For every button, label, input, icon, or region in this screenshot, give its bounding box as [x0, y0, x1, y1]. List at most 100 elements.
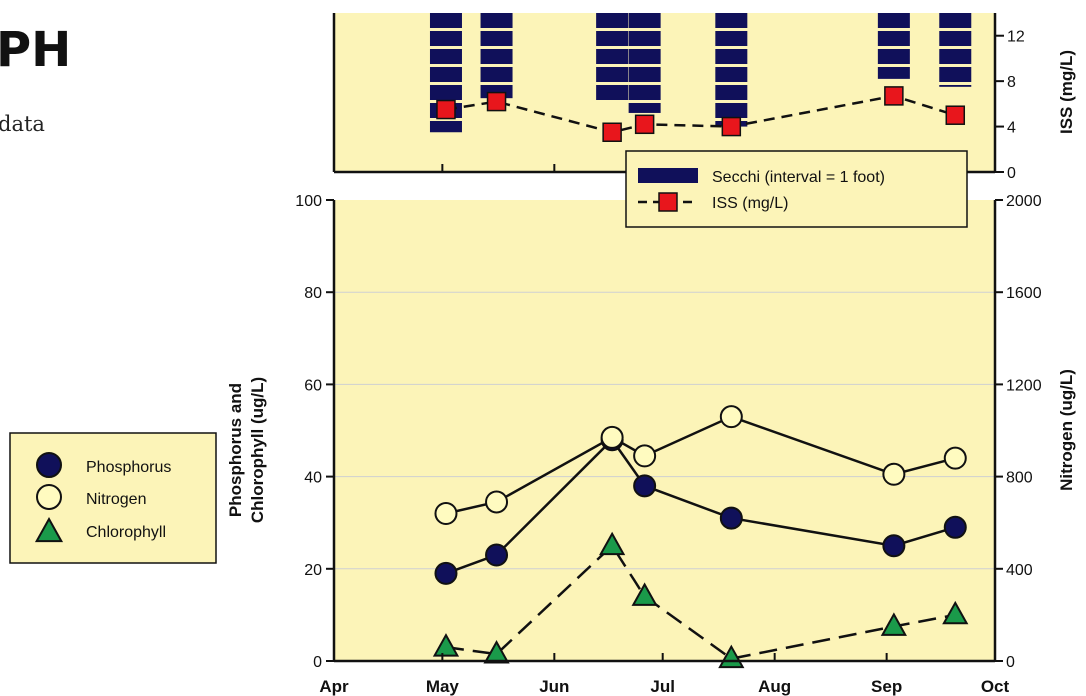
- nitrogen-point: [600, 425, 624, 449]
- right-tick-label: 2000: [1006, 193, 1042, 210]
- secchi-bar-segment: [628, 67, 661, 82]
- secchi-bar-segment: [877, 13, 910, 28]
- legend-phosphorus-label: Phosphorus: [86, 459, 171, 476]
- x-tick-label: Sep: [871, 677, 902, 696]
- nutrient-series-markers: [432, 405, 969, 669]
- left-tick-label: 80: [304, 285, 322, 302]
- x-tick-label: Jun: [539, 677, 569, 696]
- x-tick-label: May: [426, 677, 460, 696]
- chlorophyll-point: [483, 640, 510, 664]
- right-tick-label: 400: [1006, 562, 1033, 579]
- page-title: PH: [0, 22, 72, 78]
- x-tick-label: Apr: [319, 677, 349, 696]
- secchi-bar-segment: [596, 13, 629, 28]
- left-tick-label: 40: [304, 470, 322, 487]
- left-tick-label: 0: [313, 654, 322, 671]
- top-panel-legend: Secchi (interval = 1 foot) ISS (mg/L): [625, 150, 968, 228]
- legend-secchi-swatch: [638, 168, 698, 183]
- legend-nitrogen-marker: [36, 484, 62, 510]
- phosphorus-point: [434, 561, 458, 585]
- secchi-bar-segment: [628, 49, 661, 64]
- iss-point: [634, 114, 655, 135]
- secchi-bar-segment: [480, 31, 513, 46]
- secchi-bar-segment: [939, 13, 972, 28]
- secchi-bar-segment: [877, 49, 910, 64]
- x-tick-label: Oct: [981, 677, 1010, 696]
- nitrogen-point: [943, 446, 967, 470]
- secchi-bar-segment: [429, 49, 462, 64]
- phosphorus-point: [633, 474, 657, 498]
- bottom-plot-area: [334, 200, 995, 661]
- phosphorus-point: [943, 515, 967, 539]
- secchi-bar-segment: [939, 85, 972, 87]
- iss-point: [721, 116, 742, 137]
- secchi-bar-segment: [480, 67, 513, 82]
- legend-phosphorus-marker: [36, 452, 62, 478]
- secchi-bar-segment: [939, 67, 972, 82]
- iss-tick-label: 4: [1007, 120, 1016, 137]
- secchi-bar-segment: [715, 67, 748, 82]
- iss-tick-label: 0: [1007, 165, 1016, 182]
- secchi-bar-segment: [429, 31, 462, 46]
- nitrogen-point: [719, 405, 743, 429]
- nitrogen-point: [434, 501, 458, 525]
- iss-tick-label: 12: [1007, 29, 1025, 46]
- secchi-bar-segment: [715, 31, 748, 46]
- phosphorus-point: [719, 506, 743, 530]
- iss-point: [945, 105, 966, 125]
- secchi-bar-segment: [715, 13, 748, 28]
- right-tick-label: 800: [1006, 470, 1033, 487]
- left-tick-label: 60: [304, 377, 322, 394]
- chlorophyll-point: [432, 633, 460, 657]
- secchi-bar-segment: [429, 67, 462, 82]
- left-tick-label: 100: [295, 193, 322, 210]
- right-tick-label: 0: [1006, 654, 1015, 671]
- iss-point: [486, 91, 507, 112]
- secchi-bar-segment: [480, 49, 513, 64]
- chlorophyll-point: [599, 531, 626, 556]
- bottom-panel-background: [334, 200, 995, 661]
- right-tick-label: 1200: [1006, 377, 1042, 394]
- secchi-bar-segment: [480, 13, 513, 28]
- secchi-bar-segment: [429, 121, 462, 133]
- top-legend-box: [625, 150, 968, 228]
- secchi-bar-segment: [628, 103, 661, 113]
- chlorophyll-point: [942, 600, 969, 625]
- secchi-bar-segment: [596, 67, 629, 82]
- secchi-bar-segment: [877, 67, 910, 79]
- iss-point: [602, 122, 622, 142]
- iss-point: [884, 86, 904, 106]
- secchi-bar-segment: [877, 31, 910, 46]
- chlorophyll-point: [880, 612, 907, 636]
- iss-point: [436, 99, 456, 120]
- nitrogen-point: [633, 444, 657, 468]
- secchi-bar-segment: [429, 13, 462, 28]
- left-tick-label: 20: [304, 562, 322, 579]
- iss-series: [436, 86, 966, 142]
- phosphorus-point: [882, 534, 906, 558]
- phosphorus-point: [485, 543, 509, 567]
- legend-chlorophyll-marker: [34, 516, 64, 543]
- secchi-bar-segment: [715, 103, 748, 118]
- iss-tick-label: 8: [1007, 74, 1016, 91]
- left-axis-title-line2: Chlorophyll (ug/L): [248, 377, 267, 523]
- legend-iss-label: ISS (mg/L): [712, 195, 788, 212]
- secchi-bar-segment: [628, 85, 661, 100]
- nitrogen-point: [485, 490, 509, 514]
- nitrogen-point: [882, 462, 906, 486]
- secchi-bar-segment: [596, 85, 629, 100]
- secchi-bar-segment: [596, 31, 629, 46]
- legend-secchi-label: Secchi (interval = 1 foot): [712, 169, 885, 186]
- secchi-bar-segment: [939, 49, 972, 64]
- iss-axis-title: ISS (mg/L): [1057, 50, 1076, 134]
- legend-chlorophyll-label: Chlorophyll: [86, 524, 166, 541]
- chlorophyll-point: [631, 582, 658, 606]
- secchi-bar-segment: [715, 85, 748, 100]
- secchi-bar-segment: [628, 31, 661, 46]
- secchi-bar-segment: [429, 85, 462, 100]
- page-subtitle: data: [0, 112, 45, 136]
- secchi-bar-segment: [628, 13, 661, 28]
- bottom-panel-legend: Phosphorus Nitrogen Chlorophyll: [9, 432, 217, 564]
- nitrogen-axis-title: Nitrogen (ug/L): [1057, 369, 1076, 491]
